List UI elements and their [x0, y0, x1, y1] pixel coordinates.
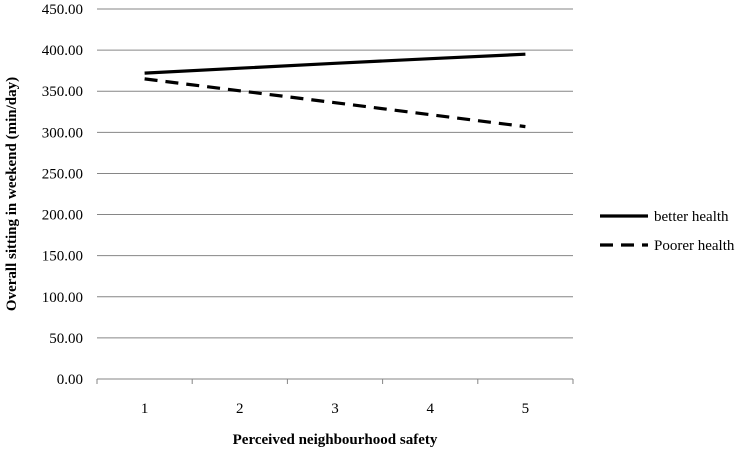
series-lines: [144, 52, 526, 129]
x-tick-label: 1: [141, 401, 149, 417]
x-tick-label: 5: [522, 401, 530, 417]
y-tick-label: 50.00: [49, 331, 83, 347]
x-tick-label: 2: [236, 401, 244, 417]
legend-label: better health: [654, 209, 729, 225]
series-line-better-health: [144, 52, 526, 75]
y-tick-label: 150.00: [42, 249, 83, 265]
y-tick-label: 100.00: [42, 290, 83, 306]
x-axis-title: Perceived neighbourhood safety: [233, 432, 438, 448]
legend-label: Poorer health: [654, 238, 735, 254]
x-tick-label: 3: [331, 401, 339, 417]
x-tick-label: 4: [426, 401, 434, 417]
y-tick-label: 200.00: [42, 208, 83, 224]
y-tick-labels: 0.00 50.00 100.00 150.00 200.00 250.00 300.00 3…: [42, 2, 83, 388]
y-tick-label: 400.00: [42, 43, 83, 59]
x-tick-labels: 1 2 3 4 5: [141, 401, 529, 417]
y-axis-title: Overall sitting in weekend (min/day): [4, 77, 20, 311]
gridlines: [96, 8, 574, 384]
series-line-poorer-health: [144, 77, 526, 129]
y-tick-label: 0.00: [57, 372, 83, 388]
y-tick-label: 350.00: [42, 84, 83, 100]
legend: better health Poorer health: [600, 209, 735, 254]
y-tick-label: 250.00: [42, 166, 83, 182]
y-tick-label: 450.00: [42, 2, 83, 18]
y-tick-label: 300.00: [42, 125, 83, 141]
